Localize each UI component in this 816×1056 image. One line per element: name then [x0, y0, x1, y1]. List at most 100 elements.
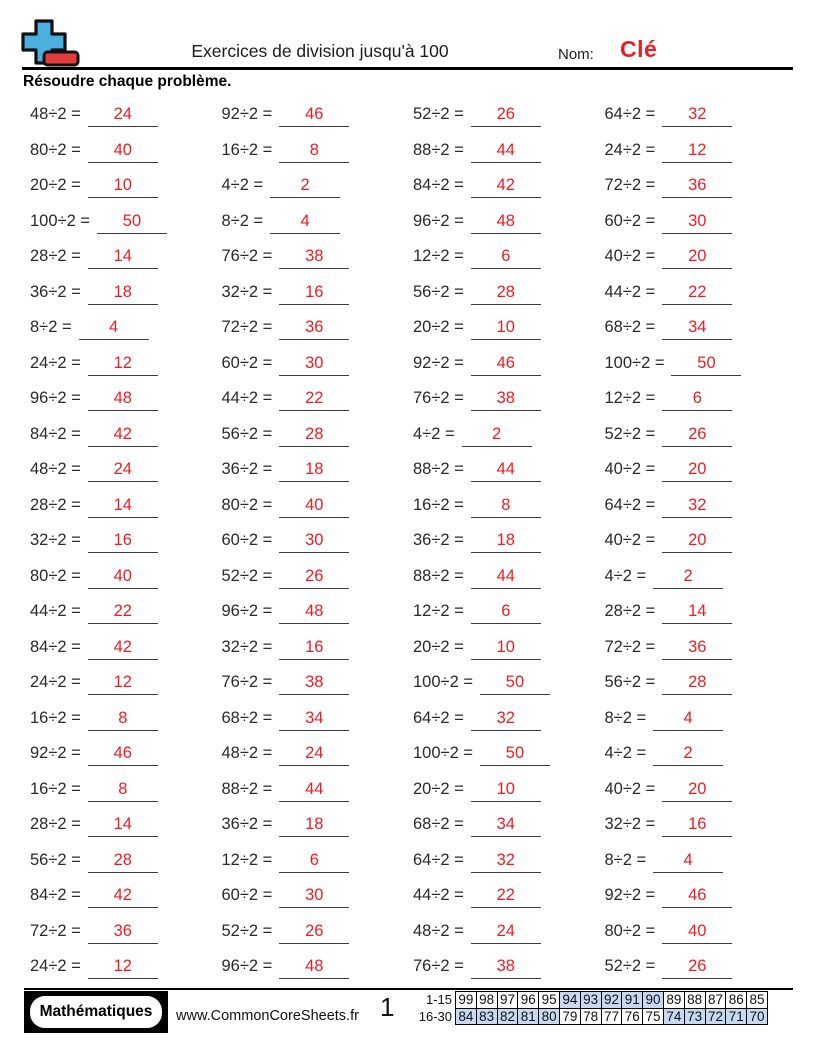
answer-blank: 46: [279, 104, 350, 127]
answer-blank: 44: [470, 459, 541, 482]
answer-blank: 48: [87, 388, 158, 411]
problem-expression: 80÷2 =: [221, 495, 273, 514]
answer-blank: 32: [470, 850, 541, 873]
problem: 52÷2 = 26: [601, 952, 793, 988]
answer-blank: 24: [87, 459, 158, 482]
problem-expression: 84÷2 =: [30, 637, 81, 656]
answer-blank: 14: [87, 495, 158, 518]
answer-blank: 10: [470, 779, 541, 802]
answer-blank: 42: [87, 885, 158, 908]
problem-expression: 52÷2 =: [221, 566, 273, 585]
answer-blank: 16: [662, 814, 733, 837]
problem: 12÷2 = 6: [601, 384, 793, 420]
problem: 12÷2 = 6: [409, 242, 601, 278]
problem-expression: 28÷2 =: [30, 247, 81, 265]
answer-blank: 12: [87, 353, 158, 376]
answer-blank: 26: [662, 956, 733, 979]
problem: 60÷2 = 30: [218, 349, 410, 385]
grading-scale-row: 16-30 84 83 82 81 80 79 78 77 76 75 74 73 72 71 70: [402, 1007, 768, 1025]
website-url: www.CommonCoreSheets.fr: [176, 1008, 359, 1024]
answer-blank: 2: [653, 743, 724, 766]
answer-blank: 36: [662, 175, 733, 198]
answer-blank: 50: [479, 743, 550, 766]
problem-expression: 48÷2 =: [413, 921, 464, 940]
answer-blank: 24: [87, 104, 158, 127]
problem: 64÷2 = 32: [409, 846, 601, 882]
answer-blank: 18: [279, 814, 350, 837]
problem: 88÷2 = 44: [218, 775, 410, 811]
answer-blank: 36: [279, 317, 350, 340]
answer-blank: 2: [653, 566, 724, 589]
problem-expression: 64÷2 =: [604, 495, 656, 514]
footer-divider: [24, 988, 793, 990]
problem: 48÷2 = 24: [26, 455, 218, 491]
answer-blank: 46: [87, 743, 158, 766]
problem-expression: 8÷2 =: [221, 211, 264, 230]
grade-cell: 84: [455, 1007, 477, 1025]
problem: 32÷2 = 16: [218, 633, 410, 669]
answer-blank: 32: [662, 495, 733, 518]
problem-expression: 56÷2 =: [413, 282, 464, 301]
problem-expression: 68÷2 =: [221, 708, 273, 727]
grade-cell: 83: [475, 1007, 498, 1025]
grade-cell: 81: [517, 1007, 540, 1025]
answer-blank: 6: [470, 601, 541, 624]
grade-cell: 80: [538, 1007, 560, 1025]
plus-minus-logo-icon: [21, 19, 80, 67]
grade-cell: 82: [496, 1007, 519, 1025]
problem-expression: 32÷2 =: [221, 637, 273, 656]
problem: 100÷2 = 50: [26, 207, 218, 243]
grade-cell: 88: [683, 991, 706, 1009]
brand-badge-label: Mathématiques: [28, 994, 164, 1030]
grade-cell: 89: [662, 991, 685, 1009]
problem-expression: 20÷2 =: [413, 637, 464, 656]
problem: 64÷2 = 32: [601, 100, 793, 136]
problem-expression: 64÷2 =: [413, 708, 464, 727]
problem: 32÷2 = 16: [26, 526, 218, 562]
grade-cell: 71: [725, 1007, 748, 1025]
answer-blank: 50: [671, 353, 742, 376]
problem-expression: 76÷2 =: [413, 957, 464, 975]
answer-blank: 2: [270, 175, 341, 198]
answer-blank: 28: [662, 672, 733, 695]
answer-blank: 4: [653, 708, 724, 731]
grade-cell: 85: [746, 991, 768, 1009]
answer-blank: 14: [87, 246, 158, 269]
answer-blank: 28: [87, 850, 158, 873]
problem-expression: 48÷2 =: [30, 105, 81, 123]
answer-blank: 30: [279, 530, 350, 553]
problem-expression: 4÷2 =: [221, 176, 264, 194]
answer-blank: 8: [87, 708, 158, 731]
problem: 56÷2 = 28: [218, 420, 410, 456]
problem-expression: 84÷2 =: [30, 424, 81, 443]
answer-blank: 32: [662, 104, 733, 127]
answer-blank: 30: [662, 211, 733, 234]
problem-expression: 88÷2 =: [413, 460, 464, 478]
answer-blank: 18: [279, 459, 350, 482]
problem: 16÷2 = 8: [26, 704, 218, 740]
problem: 12÷2 = 6: [409, 597, 601, 633]
problem: 76÷2 = 38: [409, 384, 601, 420]
problem: 76÷2 = 38: [218, 242, 410, 278]
problem: 80÷2 = 40: [26, 562, 218, 598]
answer-blank: 34: [662, 317, 733, 340]
problem-expression: 12÷2 =: [413, 247, 464, 265]
problem: 100÷2 = 50: [409, 739, 601, 775]
problem: 96÷2 = 48: [26, 384, 218, 420]
answer-blank: 44: [470, 140, 541, 163]
answer-blank: 4: [653, 850, 724, 873]
problem: 84÷2 = 42: [26, 420, 218, 456]
problem: 56÷2 = 28: [26, 846, 218, 882]
problem: 92÷2 = 46: [26, 739, 218, 775]
problem-expression: 68÷2 =: [413, 815, 464, 833]
grade-cell: 70: [746, 1007, 768, 1025]
problem-expression: 60÷2 =: [221, 353, 273, 372]
answer-blank: 38: [279, 672, 350, 695]
problem: 16÷2 = 8: [26, 775, 218, 811]
problem: 32÷2 = 16: [601, 810, 793, 846]
problem-expression: 72÷2 =: [604, 637, 656, 656]
problem-expression: 100÷2 =: [413, 744, 473, 762]
problem: 8÷2 = 4: [601, 704, 793, 740]
grade-cell: 78: [579, 1007, 602, 1025]
